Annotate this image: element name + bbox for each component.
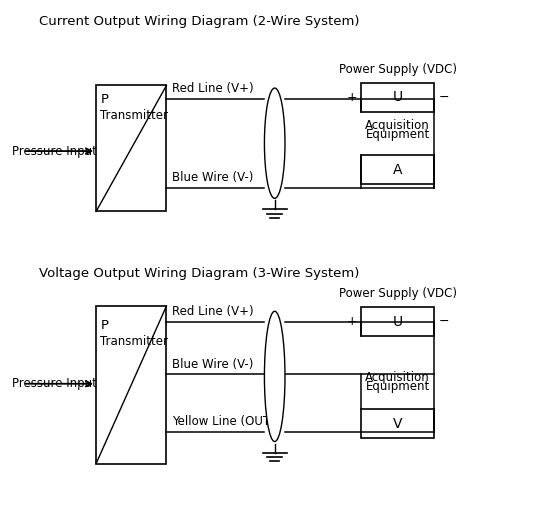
Text: Transmitter: Transmitter xyxy=(101,335,169,348)
Text: Voltage Output Wiring Diagram (3-Wire System): Voltage Output Wiring Diagram (3-Wire Sy… xyxy=(39,267,360,280)
Polygon shape xyxy=(361,83,434,112)
Text: Yellow Line (OUT): Yellow Line (OUT) xyxy=(172,416,275,428)
Text: U: U xyxy=(393,315,403,328)
Text: Pressure Input: Pressure Input xyxy=(12,377,97,390)
Text: Red Line (V+): Red Line (V+) xyxy=(172,82,254,95)
Text: +: + xyxy=(347,91,357,104)
Text: Red Line (V+): Red Line (V+) xyxy=(172,305,254,318)
Text: P: P xyxy=(101,93,108,106)
Text: P: P xyxy=(101,319,108,332)
Text: A: A xyxy=(393,163,403,177)
Text: +: + xyxy=(347,315,357,328)
Text: U: U xyxy=(393,90,403,104)
Text: Equipment: Equipment xyxy=(366,128,430,140)
Text: Acquisition: Acquisition xyxy=(365,119,430,131)
Text: Equipment: Equipment xyxy=(366,380,430,393)
Polygon shape xyxy=(361,307,434,336)
Text: Acquisition: Acquisition xyxy=(365,371,430,384)
Polygon shape xyxy=(361,155,434,184)
Polygon shape xyxy=(361,410,434,438)
Text: Power Supply (VDC): Power Supply (VDC) xyxy=(338,287,456,300)
Text: −: − xyxy=(438,315,449,328)
Polygon shape xyxy=(96,306,166,464)
Text: Power Supply (VDC): Power Supply (VDC) xyxy=(338,63,456,76)
Text: Blue Wire (V-): Blue Wire (V-) xyxy=(172,357,254,371)
Polygon shape xyxy=(96,86,166,212)
Ellipse shape xyxy=(264,88,285,199)
Text: Pressure Input: Pressure Input xyxy=(12,145,97,157)
Text: Current Output Wiring Diagram (2-Wire System): Current Output Wiring Diagram (2-Wire Sy… xyxy=(39,14,360,27)
Text: V: V xyxy=(393,417,403,431)
Text: Transmitter: Transmitter xyxy=(101,109,169,122)
Text: Blue Wire (V-): Blue Wire (V-) xyxy=(172,171,254,184)
Ellipse shape xyxy=(264,312,285,441)
Text: −: − xyxy=(438,91,449,104)
